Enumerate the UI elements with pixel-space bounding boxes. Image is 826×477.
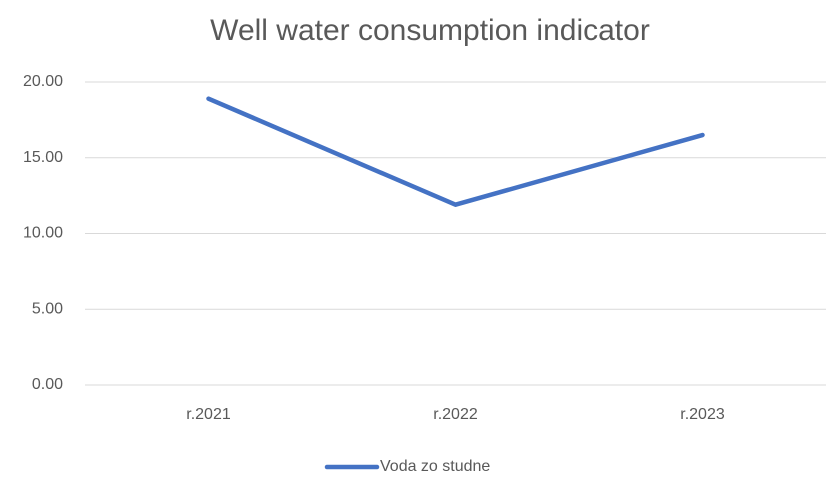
x-tick-label: r.2021	[186, 406, 231, 423]
y-tick-label: 10.00	[23, 225, 63, 242]
chart-title: Well water consumption indicator	[210, 14, 650, 47]
legend-label: Voda zo studne	[380, 458, 490, 475]
y-tick-label: 15.00	[23, 149, 63, 166]
line-series	[206, 96, 705, 207]
y-tick-label: 0.00	[32, 376, 63, 393]
y-tick-label: 5.00	[32, 300, 63, 317]
y-tick-label: 20.00	[23, 73, 63, 90]
x-tick-label: r.2022	[433, 406, 478, 423]
x-tick-label: r.2023	[680, 406, 725, 423]
